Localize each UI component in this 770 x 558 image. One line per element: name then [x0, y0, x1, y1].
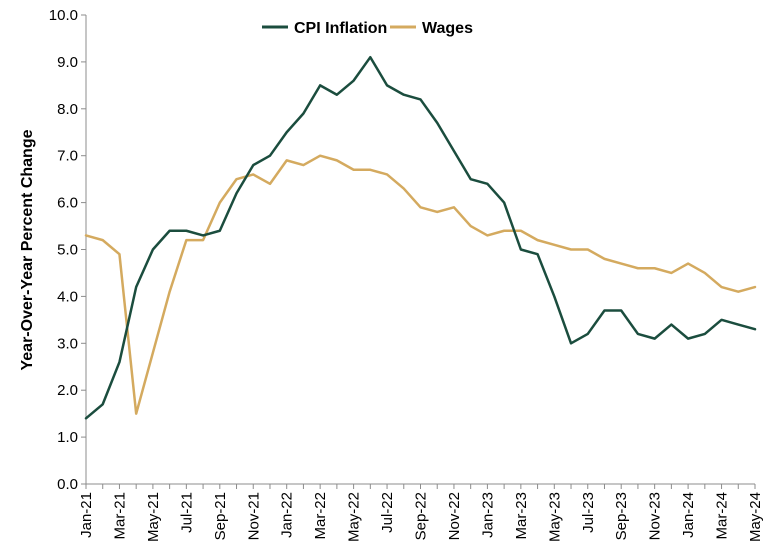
y-axis-title: Year-Over-Year Percent Change	[19, 129, 36, 370]
cpi-inflation-legend-label: CPI Inflation	[294, 20, 387, 37]
x-tick-label: Jul-22	[379, 492, 396, 533]
x-axis: Jan-21 Mar-21 May-21 Jul-21 Sep-21 Nov-21 Jan-…	[78, 483, 764, 542]
x-tick-label: Jan-22	[279, 492, 296, 538]
x-tick-label: Jan-23	[479, 492, 496, 538]
x-tick-label: Jul-21	[178, 492, 195, 533]
x-tick-label: Mar-21	[111, 492, 128, 540]
y-tick-label: 5.0	[57, 242, 78, 259]
x-tick-label: Sep-21	[212, 492, 229, 540]
x-tick-label: Jan-21	[78, 492, 95, 538]
y-tick-label: 9.0	[57, 54, 78, 71]
y-tick-label: 0.0	[57, 476, 78, 493]
x-tick-label: Jul-23	[580, 492, 597, 533]
y-tick-label: 1.0	[57, 429, 78, 446]
x-tick-label: Jan-24	[680, 492, 697, 538]
y-tick-label: 7.0	[57, 148, 78, 165]
x-tick-label: Sep-22	[413, 492, 430, 540]
y-axis: 0.0 1.0 2.0 3.0 4.0 5.0 6.0 7.0 8.0 9.0 10.0	[49, 7, 87, 493]
y-tick-label: 3.0	[57, 335, 78, 352]
y-tick-label: 2.0	[57, 382, 78, 399]
y-tick-label: 8.0	[57, 101, 78, 118]
series-layer	[84, 55, 757, 420]
x-tick-label: May-21	[145, 492, 162, 542]
x-tick-label: Mar-24	[714, 492, 731, 540]
x-tick-label: Nov-23	[647, 492, 664, 540]
y-tick-label: 10.0	[49, 7, 78, 24]
y-tick-label: 4.0	[57, 288, 78, 305]
x-tick-label: Nov-21	[245, 492, 262, 540]
cpi-inflation-series-line	[84, 55, 757, 420]
x-tick-label: May-22	[346, 492, 363, 542]
x-tick-label: Nov-22	[446, 492, 463, 540]
x-tick-label: Sep-23	[613, 492, 630, 540]
x-tick-label: May-23	[546, 492, 563, 542]
y-tick-label: 6.0	[57, 195, 78, 212]
x-tick-label: Mar-22	[312, 492, 329, 540]
wages-legend-label: Wages	[422, 20, 473, 37]
x-tick-label: Mar-23	[513, 492, 530, 540]
wages-series-line	[84, 154, 757, 415]
x-tick-label: May-24	[747, 492, 764, 542]
legend: CPI Inflation Wages	[262, 20, 473, 37]
